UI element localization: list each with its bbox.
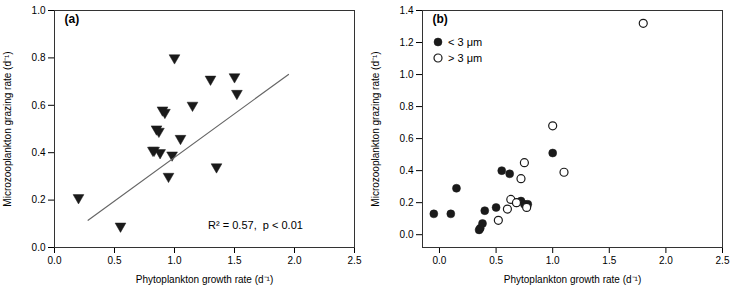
svg-text:Phytoplankton growth rate (d⁻¹: Phytoplankton growth rate (d⁻¹) [136,274,274,285]
svg-text:0.8: 0.8 [400,101,414,112]
html-text:< 3 μm: < 3 μm [448,36,483,48]
svg-text:Microzooplankton grazing rate: Microzooplankton grazing rate (d⁻¹) [370,51,381,206]
svg-text:1.0: 1.0 [32,5,46,16]
svg-text:1.0: 1.0 [168,255,182,266]
svg-text:0.2: 0.2 [400,197,414,208]
svg-text:Microzooplankton grazing rate: Microzooplankton grazing rate (d⁻¹) [2,51,13,206]
svg-text:1.0: 1.0 [546,255,560,266]
svg-text:2.0: 2.0 [288,255,302,266]
svg-text:0.5: 0.5 [108,255,122,266]
svg-text:0.4: 0.4 [400,165,414,176]
svg-text:1.5: 1.5 [602,255,616,266]
svg-text:0.0: 0.0 [32,242,46,253]
svg-text:0.8: 0.8 [32,52,46,63]
svg-text:R² = 0.57, p < 0.01: R² = 0.57, p < 0.01 [208,219,303,231]
svg-text:Phytoplankton growth rate (d⁻¹: Phytoplankton growth rate (d⁻¹) [504,274,642,285]
svg-text:0.6: 0.6 [32,100,46,111]
svg-text:(a): (a) [65,12,80,26]
svg-text:1.2: 1.2 [400,37,414,48]
svg-text:0.0: 0.0 [400,229,414,240]
svg-text:0.0: 0.0 [433,255,447,266]
svg-text:1.5: 1.5 [228,255,242,266]
svg-text:1.4: 1.4 [400,5,414,16]
svg-text:0.0: 0.0 [48,255,62,266]
svg-text:(b): (b) [433,12,448,26]
svg-text:2.5: 2.5 [716,255,730,266]
svg-text:0.2: 0.2 [32,194,46,205]
svg-text:2.5: 2.5 [348,255,362,266]
svg-text:0.5: 0.5 [489,255,503,266]
svg-text:0.4: 0.4 [32,147,46,158]
svg-text:0.6: 0.6 [400,133,414,144]
svg-text:2.0: 2.0 [659,255,673,266]
svg-text:1.0: 1.0 [400,69,414,80]
html-text:> 3 μm: > 3 μm [448,52,483,64]
